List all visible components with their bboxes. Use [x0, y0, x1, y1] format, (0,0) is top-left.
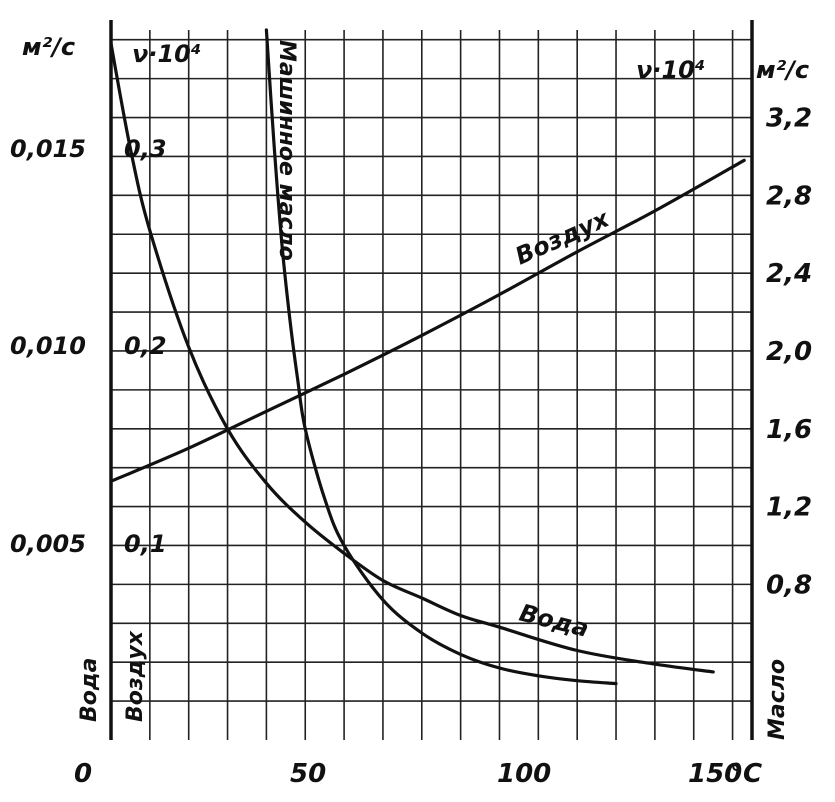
series-group [109, 28, 746, 686]
far-left-tick-2: 0,015 [10, 135, 86, 163]
series-line-1 [109, 42, 715, 674]
right-tick-2: 1,6 [766, 415, 812, 445]
series-line-2 [264, 28, 618, 686]
right-bottom-label: Масло [765, 659, 790, 740]
right-tick-0: 0,8 [766, 570, 812, 600]
inner-left-header: ν·10⁴ [132, 40, 201, 68]
right-tick-6: 3,2 [766, 104, 812, 134]
plot-frame [109, 20, 754, 740]
x-tick-0: 0 [74, 759, 92, 789]
series-line-0 [109, 158, 746, 483]
far-left-tick-0: 0,005 [10, 530, 86, 558]
right-tick-1: 1,2 [766, 493, 812, 523]
right-unit: м²/с [756, 56, 809, 84]
right-tick-4: 2,4 [766, 259, 812, 289]
right-tick-5: 2,8 [766, 181, 812, 211]
grid [111, 30, 752, 740]
right-header: ν·10⁴ [636, 56, 705, 84]
right-tick-3: 2,0 [766, 337, 812, 367]
x-tick-50: 50 [290, 759, 326, 789]
inner-left-bottom-label: Воздух [123, 630, 148, 722]
far-left-bottom-label: Вода [77, 658, 102, 723]
x-tick-100: 100 [497, 759, 551, 789]
x-tick-150: 150 [688, 759, 742, 789]
inner-left-tick-0: 0,1 [124, 530, 167, 558]
inner-left-tick-1: 0,2 [124, 332, 167, 360]
far-left-tick-1: 0,010 [10, 332, 86, 360]
x-axis-unit: °C [730, 759, 762, 789]
oil-curve-label: Машинное масло [274, 40, 299, 261]
inner-left-tick-2: 0,3 [124, 135, 167, 163]
right-axis-ticks: 0,8 1,2 1,6 2,0 2,4 2,8 3,2 [766, 104, 812, 601]
far-left-unit: м²/с [22, 33, 75, 61]
